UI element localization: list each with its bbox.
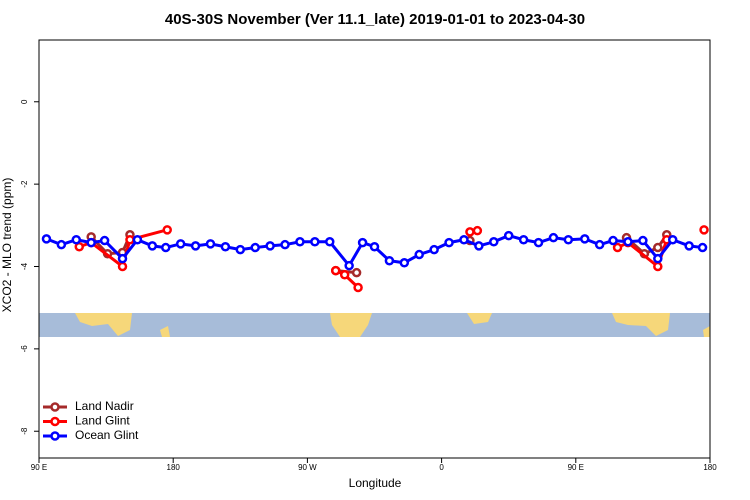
point: [86, 237, 96, 248]
point: [548, 232, 559, 243]
legend-swatch: [50, 402, 60, 412]
point: [684, 241, 694, 251]
y-tick-label: -4: [20, 262, 29, 270]
point: [503, 230, 514, 241]
point: [132, 234, 143, 245]
point: [71, 234, 82, 245]
legend-label: Ocean Glint: [75, 428, 139, 442]
point: [310, 237, 320, 247]
point: [414, 249, 424, 260]
point: [608, 235, 618, 246]
chart-title: 40S-30S November (Ver 11.1_late) 2019-01…: [165, 11, 585, 28]
point: [295, 237, 305, 247]
x-tick-label: 90 E: [568, 463, 584, 472]
point: [533, 237, 544, 248]
y-axis-label: XCO2 - MLO trend (ppm): [0, 178, 14, 313]
point: [330, 265, 341, 276]
x-axis-label: Longitude: [349, 476, 402, 490]
point: [623, 237, 633, 247]
point: [429, 244, 439, 255]
point: [41, 234, 52, 244]
point: [563, 234, 574, 245]
point: [162, 225, 172, 235]
point: [190, 241, 201, 251]
point: [353, 282, 363, 293]
point: [638, 235, 648, 246]
point: [653, 261, 663, 272]
x-tick-label: 90 W: [298, 463, 317, 472]
point: [459, 234, 469, 245]
point: [235, 244, 246, 255]
point: [489, 237, 499, 247]
point: [99, 235, 110, 246]
point: [265, 241, 275, 251]
point: [250, 242, 260, 253]
point: [667, 234, 678, 245]
x-tick-label: 180: [703, 463, 717, 472]
point: [325, 237, 335, 247]
point: [117, 261, 128, 272]
y-tick-label: -6: [20, 345, 29, 353]
point: [465, 227, 475, 237]
legend-swatch: [50, 416, 60, 427]
point: [205, 239, 216, 249]
point: [594, 239, 605, 250]
point: [56, 239, 67, 250]
point: [474, 241, 484, 251]
point: [125, 234, 135, 245]
point: [117, 253, 128, 264]
point: [339, 269, 350, 280]
point: [344, 260, 354, 271]
point: [357, 237, 368, 248]
point: [653, 242, 663, 253]
point: [444, 237, 454, 248]
point: [369, 241, 380, 252]
point: [653, 253, 663, 264]
point: [399, 258, 410, 268]
x-tick-label: 180: [167, 463, 181, 472]
point: [697, 242, 708, 253]
legend-label: Land Nadir: [75, 399, 134, 413]
point: [518, 234, 529, 245]
point: [699, 225, 709, 235]
point: [384, 255, 395, 266]
point: [280, 239, 290, 250]
y-tick-label: -8: [20, 427, 29, 435]
point: [220, 241, 231, 252]
y-tick-label: 0: [20, 99, 29, 104]
y-tick-label: -2: [20, 180, 29, 188]
point: [612, 242, 623, 253]
point: [175, 239, 186, 249]
point: [472, 225, 483, 236]
legend-label: Land Glint: [75, 414, 130, 428]
point: [579, 234, 590, 244]
point: [160, 242, 171, 253]
map-strip: [39, 313, 710, 337]
point: [147, 241, 158, 251]
x-tick-label: 0: [439, 463, 444, 472]
x-tick-label: 90 E: [31, 463, 47, 472]
legend-swatch: [50, 431, 60, 441]
plot-frame: [38, 39, 711, 459]
point: [351, 267, 362, 278]
